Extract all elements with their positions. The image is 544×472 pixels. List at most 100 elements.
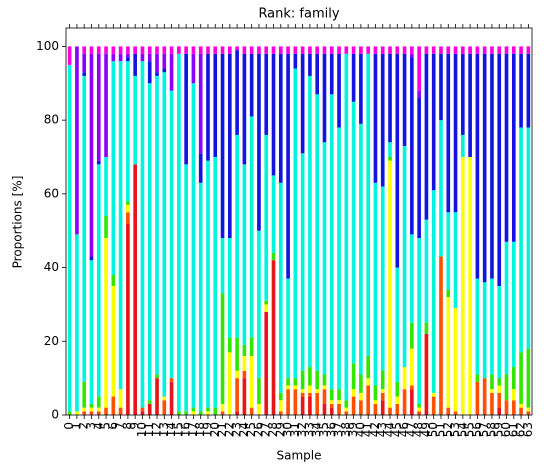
x-tick-label: 13 <box>157 422 171 437</box>
bar-segment <box>308 75 312 368</box>
bar-segment <box>111 61 116 275</box>
bar-segment <box>286 385 290 390</box>
bar-segment <box>511 53 516 242</box>
bar-segment <box>155 46 159 54</box>
bar-segment <box>75 46 79 235</box>
bar-segment <box>315 94 320 371</box>
bar-segment <box>184 164 188 412</box>
bar-segment <box>497 407 502 415</box>
x-axis-label: Sample <box>277 449 322 463</box>
x-tick-label: 49 <box>419 422 433 437</box>
bar-segment <box>359 123 363 375</box>
bar-segment <box>308 46 312 54</box>
bar-segment <box>206 407 210 412</box>
bar-segment <box>162 53 167 69</box>
bar-segment <box>308 392 312 397</box>
bar-segment <box>511 367 516 390</box>
bar-segment <box>271 175 276 253</box>
bar-segment <box>308 396 312 415</box>
bar-segment <box>264 53 269 135</box>
bar-segment <box>118 407 123 415</box>
bar-segment <box>177 46 181 54</box>
bar-segment <box>395 53 400 268</box>
bar-segment <box>264 134 269 301</box>
bar-segment <box>351 101 356 364</box>
bar-segment <box>235 50 239 135</box>
bar-segment <box>453 411 458 415</box>
x-tick-label: 21 <box>215 422 229 437</box>
bar-segment <box>315 46 320 54</box>
bar-segment <box>133 75 137 165</box>
bar-segment <box>111 396 116 415</box>
bar-segment <box>249 337 254 357</box>
bar-segment <box>126 46 130 54</box>
x-tick-label: 43 <box>375 422 389 437</box>
bar-segment <box>235 378 239 412</box>
bar-segment <box>89 403 94 408</box>
bar-segment <box>286 278 290 379</box>
bar-segment <box>271 260 276 415</box>
bar-segment <box>140 61 145 408</box>
bar-segment <box>359 46 363 54</box>
bar-segment <box>351 363 356 390</box>
bar-segment <box>89 411 94 415</box>
bar-segment <box>155 53 159 73</box>
bar-segment <box>278 400 283 412</box>
bar-segment <box>118 46 123 54</box>
bar-segment <box>235 46 239 51</box>
bar-segment <box>446 407 451 415</box>
bar-segment <box>300 396 305 415</box>
bar-segment <box>220 53 225 239</box>
bar-segment <box>453 212 458 309</box>
bar-segment <box>373 182 378 386</box>
bars <box>67 46 531 415</box>
bar-segment <box>104 238 108 408</box>
bar-segment <box>417 238 421 404</box>
bar-segment <box>169 53 174 91</box>
bar-segment <box>89 53 94 257</box>
bar-segment <box>402 367 407 390</box>
x-tick-label: 30 <box>281 422 295 437</box>
x-tick-label: 50 <box>426 422 440 437</box>
bar-segment <box>118 53 123 62</box>
bar-segment <box>75 411 79 415</box>
bar-segment <box>242 356 247 371</box>
x-tick-label: 15 <box>171 422 185 437</box>
bar-segment <box>497 286 502 379</box>
bar-segment <box>461 46 465 54</box>
bar-segment <box>380 186 385 371</box>
bar-segment <box>118 61 123 390</box>
bar-segment <box>169 46 174 54</box>
bar-segment <box>322 53 327 143</box>
bar-segment <box>337 389 341 401</box>
bar-segment <box>235 134 239 338</box>
bar-segment <box>461 134 465 157</box>
bar-segment <box>104 215 108 239</box>
bar-segment <box>140 46 145 54</box>
bar-segment <box>490 53 494 279</box>
bar-segment <box>439 46 443 54</box>
x-tick-label: 1 <box>69 422 83 430</box>
bar-segment <box>366 378 370 386</box>
y-tick-label: 60 <box>44 186 59 200</box>
bar-segment <box>242 344 247 357</box>
bar-segment <box>344 407 349 412</box>
x-tick-label: 44 <box>383 422 397 437</box>
bar-segment <box>337 127 341 390</box>
bar-segment <box>417 46 421 91</box>
bar-segment <box>206 411 210 415</box>
bar-segment <box>82 407 87 412</box>
x-tick-label: 39 <box>346 422 360 437</box>
bar-segment <box>388 160 392 408</box>
bar-segment <box>431 396 436 415</box>
bar-segment <box>147 53 152 62</box>
x-tick-label: 45 <box>390 422 404 437</box>
bar-segment <box>286 378 290 386</box>
bar-segment <box>257 46 261 54</box>
x-tick-label: 5 <box>99 422 113 430</box>
bar-segment <box>410 234 414 323</box>
bar-segment <box>300 153 305 371</box>
bar-segment <box>228 337 232 353</box>
bar-segment <box>519 46 523 54</box>
